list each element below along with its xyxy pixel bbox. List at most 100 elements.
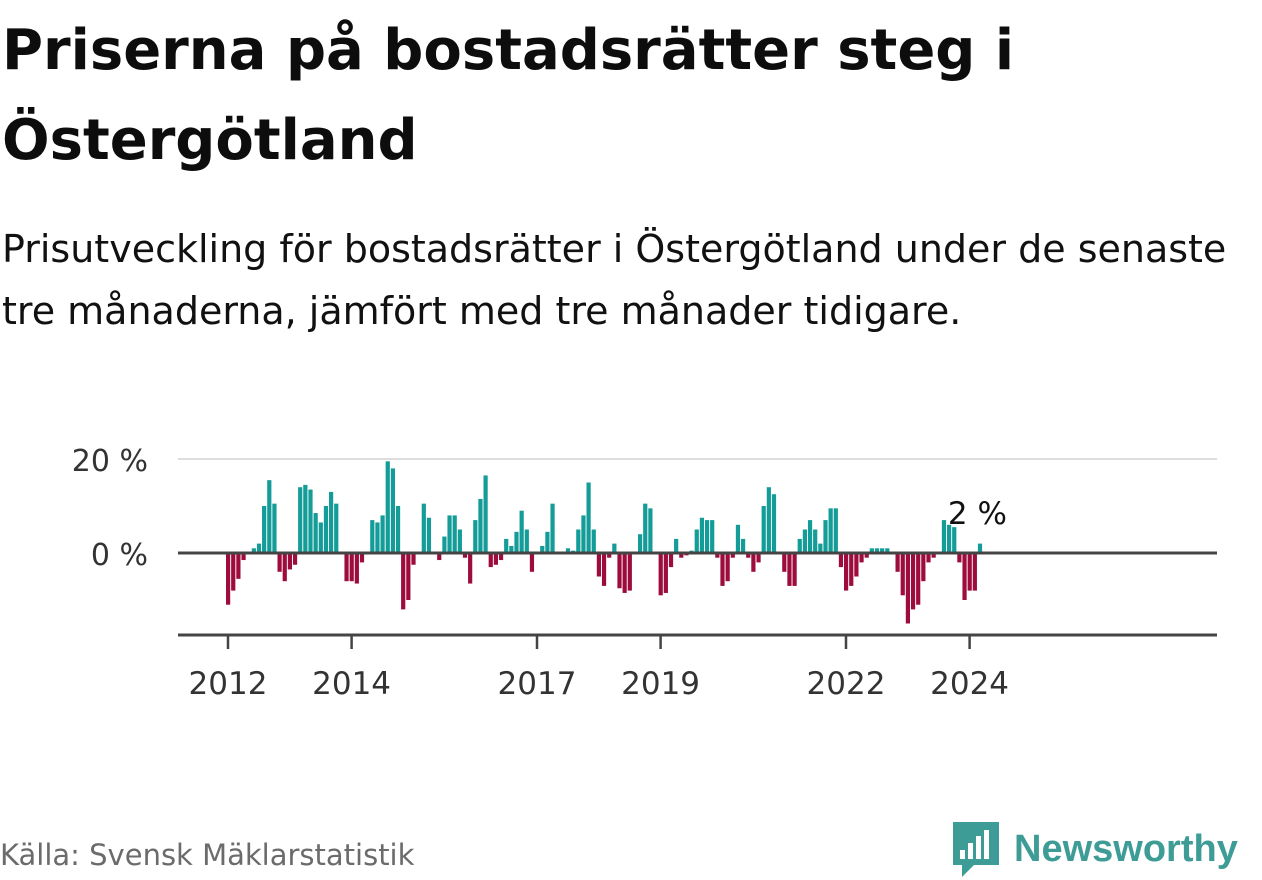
bar: [854, 553, 859, 577]
bar: [524, 529, 529, 553]
bar: [668, 553, 674, 568]
bar: [874, 548, 880, 553]
last-value-label: 2 %: [948, 496, 1007, 532]
bar: [972, 553, 977, 591]
bar: [627, 553, 632, 591]
bar: [231, 553, 236, 591]
bar: [638, 534, 643, 553]
bar: [818, 543, 823, 553]
bar: [947, 524, 952, 553]
bar: [977, 543, 983, 553]
bar: [813, 529, 818, 553]
bar: [658, 553, 663, 596]
bar-chart-speech-bubble-icon: [953, 822, 999, 877]
bar: [395, 506, 401, 553]
bar: [622, 553, 627, 593]
brand-logo[interactable]: Newsworthy: [950, 818, 1238, 880]
bar: [828, 508, 833, 553]
bar: [869, 548, 874, 553]
bar: [478, 498, 483, 553]
x-tick-label: 2019: [621, 666, 700, 702]
bar: [329, 491, 334, 553]
bar: [452, 515, 457, 553]
bar: [617, 553, 622, 589]
bar: [292, 553, 298, 565]
bar: [741, 538, 746, 553]
bar: [591, 529, 596, 553]
bar: [354, 553, 359, 584]
bar: [442, 536, 447, 553]
bar: [849, 553, 854, 586]
bar: [952, 527, 957, 553]
bar: [730, 553, 735, 558]
bar: [967, 553, 972, 591]
bar: [751, 553, 756, 572]
bar: [792, 553, 797, 586]
bar: [426, 517, 432, 553]
bar: [905, 553, 910, 624]
bar: [370, 520, 375, 553]
bar: [267, 480, 272, 553]
bar: [529, 553, 535, 572]
bar: [406, 553, 411, 600]
bar: [900, 553, 905, 596]
bar: [859, 553, 864, 563]
bar: [519, 510, 524, 553]
y-tick-label: 20 %: [72, 444, 148, 479]
bar: [437, 553, 442, 561]
bar: [885, 548, 890, 553]
source-note: Källa: Svensk Mäklarstatistik: [0, 838, 415, 872]
bar: [663, 553, 668, 593]
bar: [545, 531, 550, 553]
bar: [921, 553, 926, 582]
brand-name: Newsworthy: [1014, 827, 1238, 870]
bar: [710, 520, 715, 553]
bar: [596, 553, 601, 577]
bar: [916, 553, 921, 605]
bar: [349, 553, 354, 582]
bar: [864, 553, 869, 558]
bar: [720, 553, 725, 586]
bar: [298, 487, 303, 553]
bar: [380, 515, 385, 553]
bar: [262, 506, 267, 553]
bar: [256, 543, 262, 553]
bar: [509, 545, 514, 553]
bar: [771, 494, 777, 553]
bar: [895, 553, 900, 572]
bar: [607, 553, 612, 558]
x-tick-label: 2017: [498, 666, 577, 702]
bar: [334, 503, 339, 553]
bar: [833, 508, 838, 553]
bar: [802, 529, 807, 553]
bar: [787, 553, 792, 586]
bar: [823, 520, 828, 553]
chart-subtitle: Prisutveckling för bostadsrätter i Öster…: [2, 227, 1227, 333]
bar: [344, 553, 349, 582]
bar: [694, 529, 699, 553]
bar: [699, 517, 704, 553]
bar: [704, 520, 710, 553]
axes: [178, 551, 1217, 649]
bar: [550, 503, 555, 553]
bar: [838, 553, 844, 568]
bar: [761, 506, 766, 553]
bar: [226, 553, 231, 605]
bar: [643, 503, 648, 553]
bar: [483, 475, 488, 553]
bar: [277, 553, 282, 572]
bar: [735, 524, 741, 553]
bar: [941, 520, 947, 553]
bar: [957, 553, 962, 563]
bar: [746, 553, 751, 558]
bar: [540, 545, 545, 553]
bar: [910, 553, 916, 610]
bar: [581, 515, 586, 553]
bar: [679, 553, 684, 558]
labels: 0 % 20 % 2012 2014 2017 2019 2022 2024 2 %: [72, 444, 1009, 702]
bar: [715, 553, 720, 558]
bar: [457, 529, 462, 553]
bar: [926, 553, 931, 563]
bar: [844, 553, 849, 591]
bar: [962, 553, 967, 600]
